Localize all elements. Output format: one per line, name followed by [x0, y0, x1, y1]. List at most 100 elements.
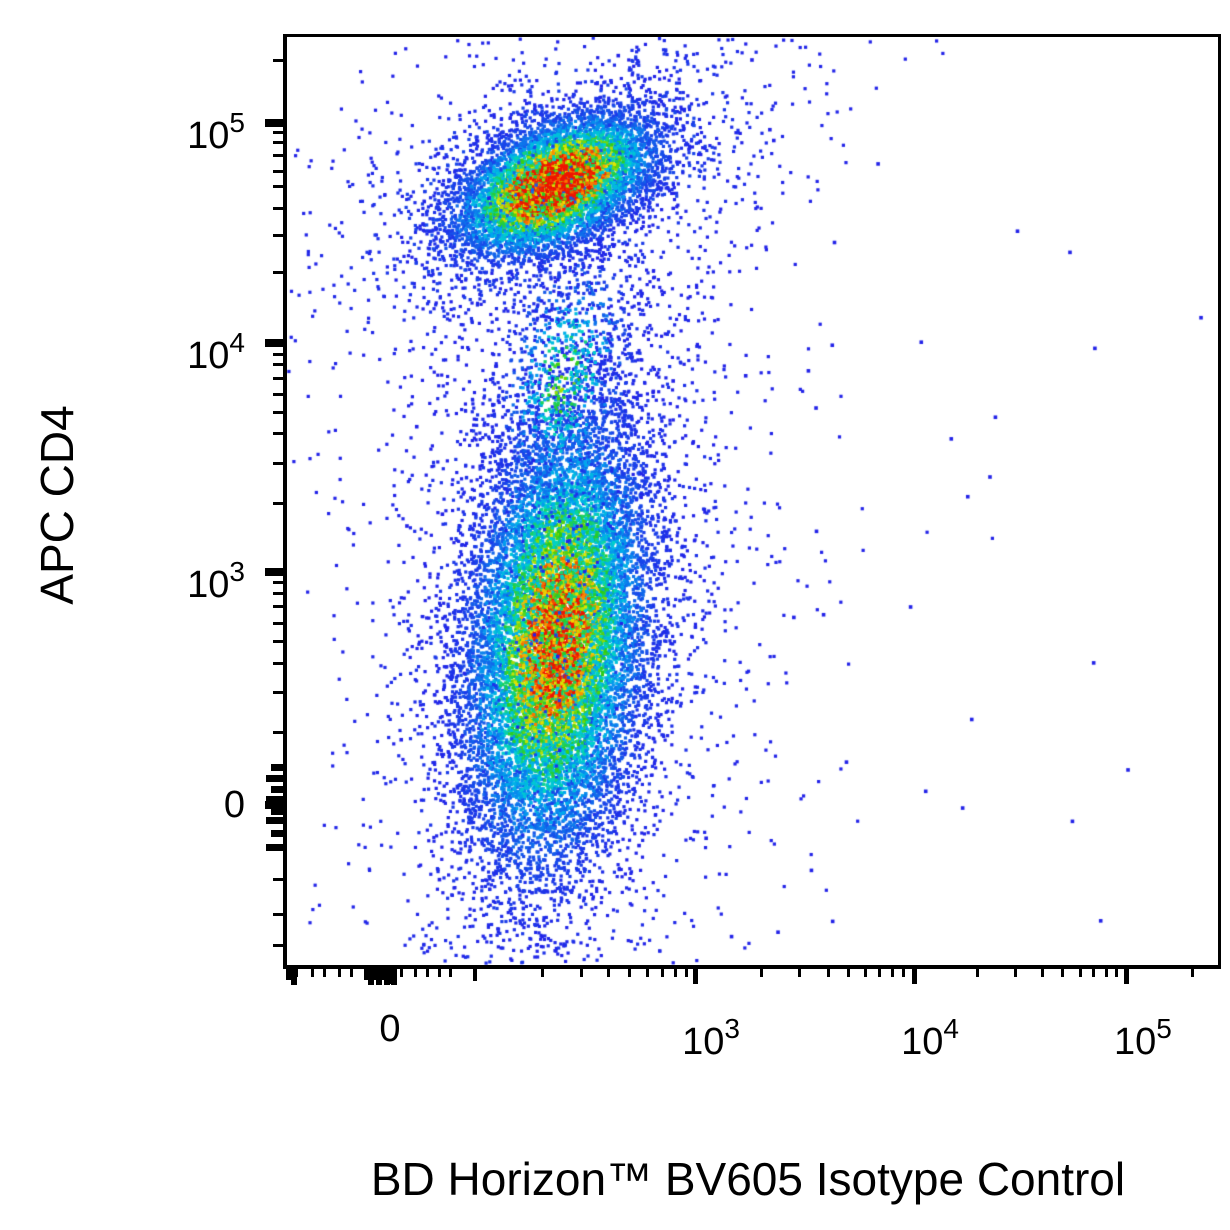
x-tick [323, 969, 327, 977]
x-tick [472, 969, 477, 981]
tick-label-exponent: 3 [724, 1013, 740, 1044]
x-tick [579, 969, 583, 977]
tick-label-base: 10 [1114, 1021, 1157, 1063]
x-tick [826, 969, 830, 977]
x-tick [798, 969, 802, 977]
x-tick [379, 969, 386, 980]
y-tick [273, 639, 283, 643]
x-tick [760, 969, 764, 977]
x-tick [891, 969, 895, 977]
x-tick [1115, 969, 1119, 977]
y-tick [273, 432, 283, 436]
x-axis-title: BD Horizon™ BV605 Isotype Control [370, 1153, 1126, 1205]
x-tick [425, 969, 429, 977]
x-tick [902, 969, 906, 977]
y-tick [266, 796, 283, 804]
y-tick [265, 119, 283, 128]
x-tick [864, 969, 868, 977]
tick-label-exponent: 5 [1156, 1013, 1172, 1044]
y-tick [273, 352, 283, 356]
y-tick [271, 764, 283, 772]
y-tick [271, 786, 283, 794]
y-tick [273, 154, 283, 158]
y-tick [273, 878, 283, 882]
y-tick [273, 730, 283, 734]
x-tick [1013, 969, 1017, 977]
x-tick [387, 969, 393, 984]
x-tick [437, 969, 441, 977]
x-tick [1124, 969, 1130, 984]
x-tick [400, 969, 404, 977]
y-tick [273, 913, 283, 917]
y-tick [273, 461, 283, 465]
y-tick-label: 0 [223, 784, 245, 826]
x-tick [413, 969, 417, 977]
y-tick-label: 105 [85, 96, 245, 163]
x-tick [375, 969, 382, 985]
tick-label-base: 10 [682, 1021, 725, 1063]
tick-label-base: 10 [187, 563, 230, 606]
y-tick [273, 592, 283, 596]
y-tick [266, 774, 283, 782]
x-tick [1061, 969, 1065, 977]
x-tick [645, 969, 649, 977]
x-tick [684, 969, 688, 977]
y-tick [265, 338, 283, 347]
x-tick [1092, 969, 1096, 977]
tick-label-exponent: 5 [229, 107, 245, 139]
y-tick [273, 363, 283, 367]
y-tick [273, 501, 283, 505]
x-tick [337, 969, 341, 977]
x-tick-label: 103 [682, 1002, 740, 1069]
x-tick [540, 969, 544, 977]
x-tick [383, 969, 390, 985]
x-tick [448, 969, 452, 977]
y-tick [271, 807, 283, 815]
x-tick [363, 969, 370, 980]
tick-label-base: 10 [187, 115, 230, 158]
density-scatter-canvas [287, 37, 1218, 965]
x-tick [606, 969, 610, 977]
y-tick [265, 801, 283, 809]
y-tick [273, 185, 283, 189]
y-tick [273, 141, 283, 145]
x-tick [350, 969, 354, 977]
x-tick [976, 969, 980, 977]
x-tick [673, 969, 677, 977]
y-tick [273, 58, 283, 62]
y-tick [273, 169, 283, 173]
x-tick [878, 969, 882, 977]
y-tick-label: 104 [85, 316, 245, 383]
x-tick [367, 969, 374, 985]
x-tick [390, 969, 397, 985]
tick-label-base: 10 [901, 1021, 944, 1063]
x-tick-label: 105 [1114, 1002, 1172, 1069]
x-tick [310, 969, 314, 977]
y-tick [273, 271, 283, 275]
y-tick [273, 392, 283, 396]
y-tick [265, 567, 283, 576]
y-tick [266, 817, 283, 825]
y-tick [273, 410, 283, 414]
y-tick [273, 944, 283, 948]
y-tick [273, 661, 283, 665]
x-tick [1190, 969, 1194, 977]
y-tick [273, 580, 283, 584]
y-tick [273, 690, 283, 694]
y-tick [273, 377, 283, 381]
x-tick [660, 969, 664, 977]
y-tick [273, 605, 283, 609]
y-tick [273, 206, 283, 210]
y-tick [266, 844, 283, 852]
x-tick [1078, 969, 1082, 977]
x-tick-label: 104 [901, 1002, 959, 1069]
tick-label-exponent: 4 [229, 326, 245, 358]
tick-label-exponent: 3 [229, 555, 245, 587]
x-tick [290, 969, 297, 985]
x-tick [285, 969, 292, 980]
x-tick [911, 969, 917, 984]
plot-area [283, 34, 1221, 969]
y-axis-title: APC CD4 [31, 405, 83, 605]
tick-label-exponent: 4 [943, 1013, 959, 1044]
x-tick [1040, 969, 1044, 977]
